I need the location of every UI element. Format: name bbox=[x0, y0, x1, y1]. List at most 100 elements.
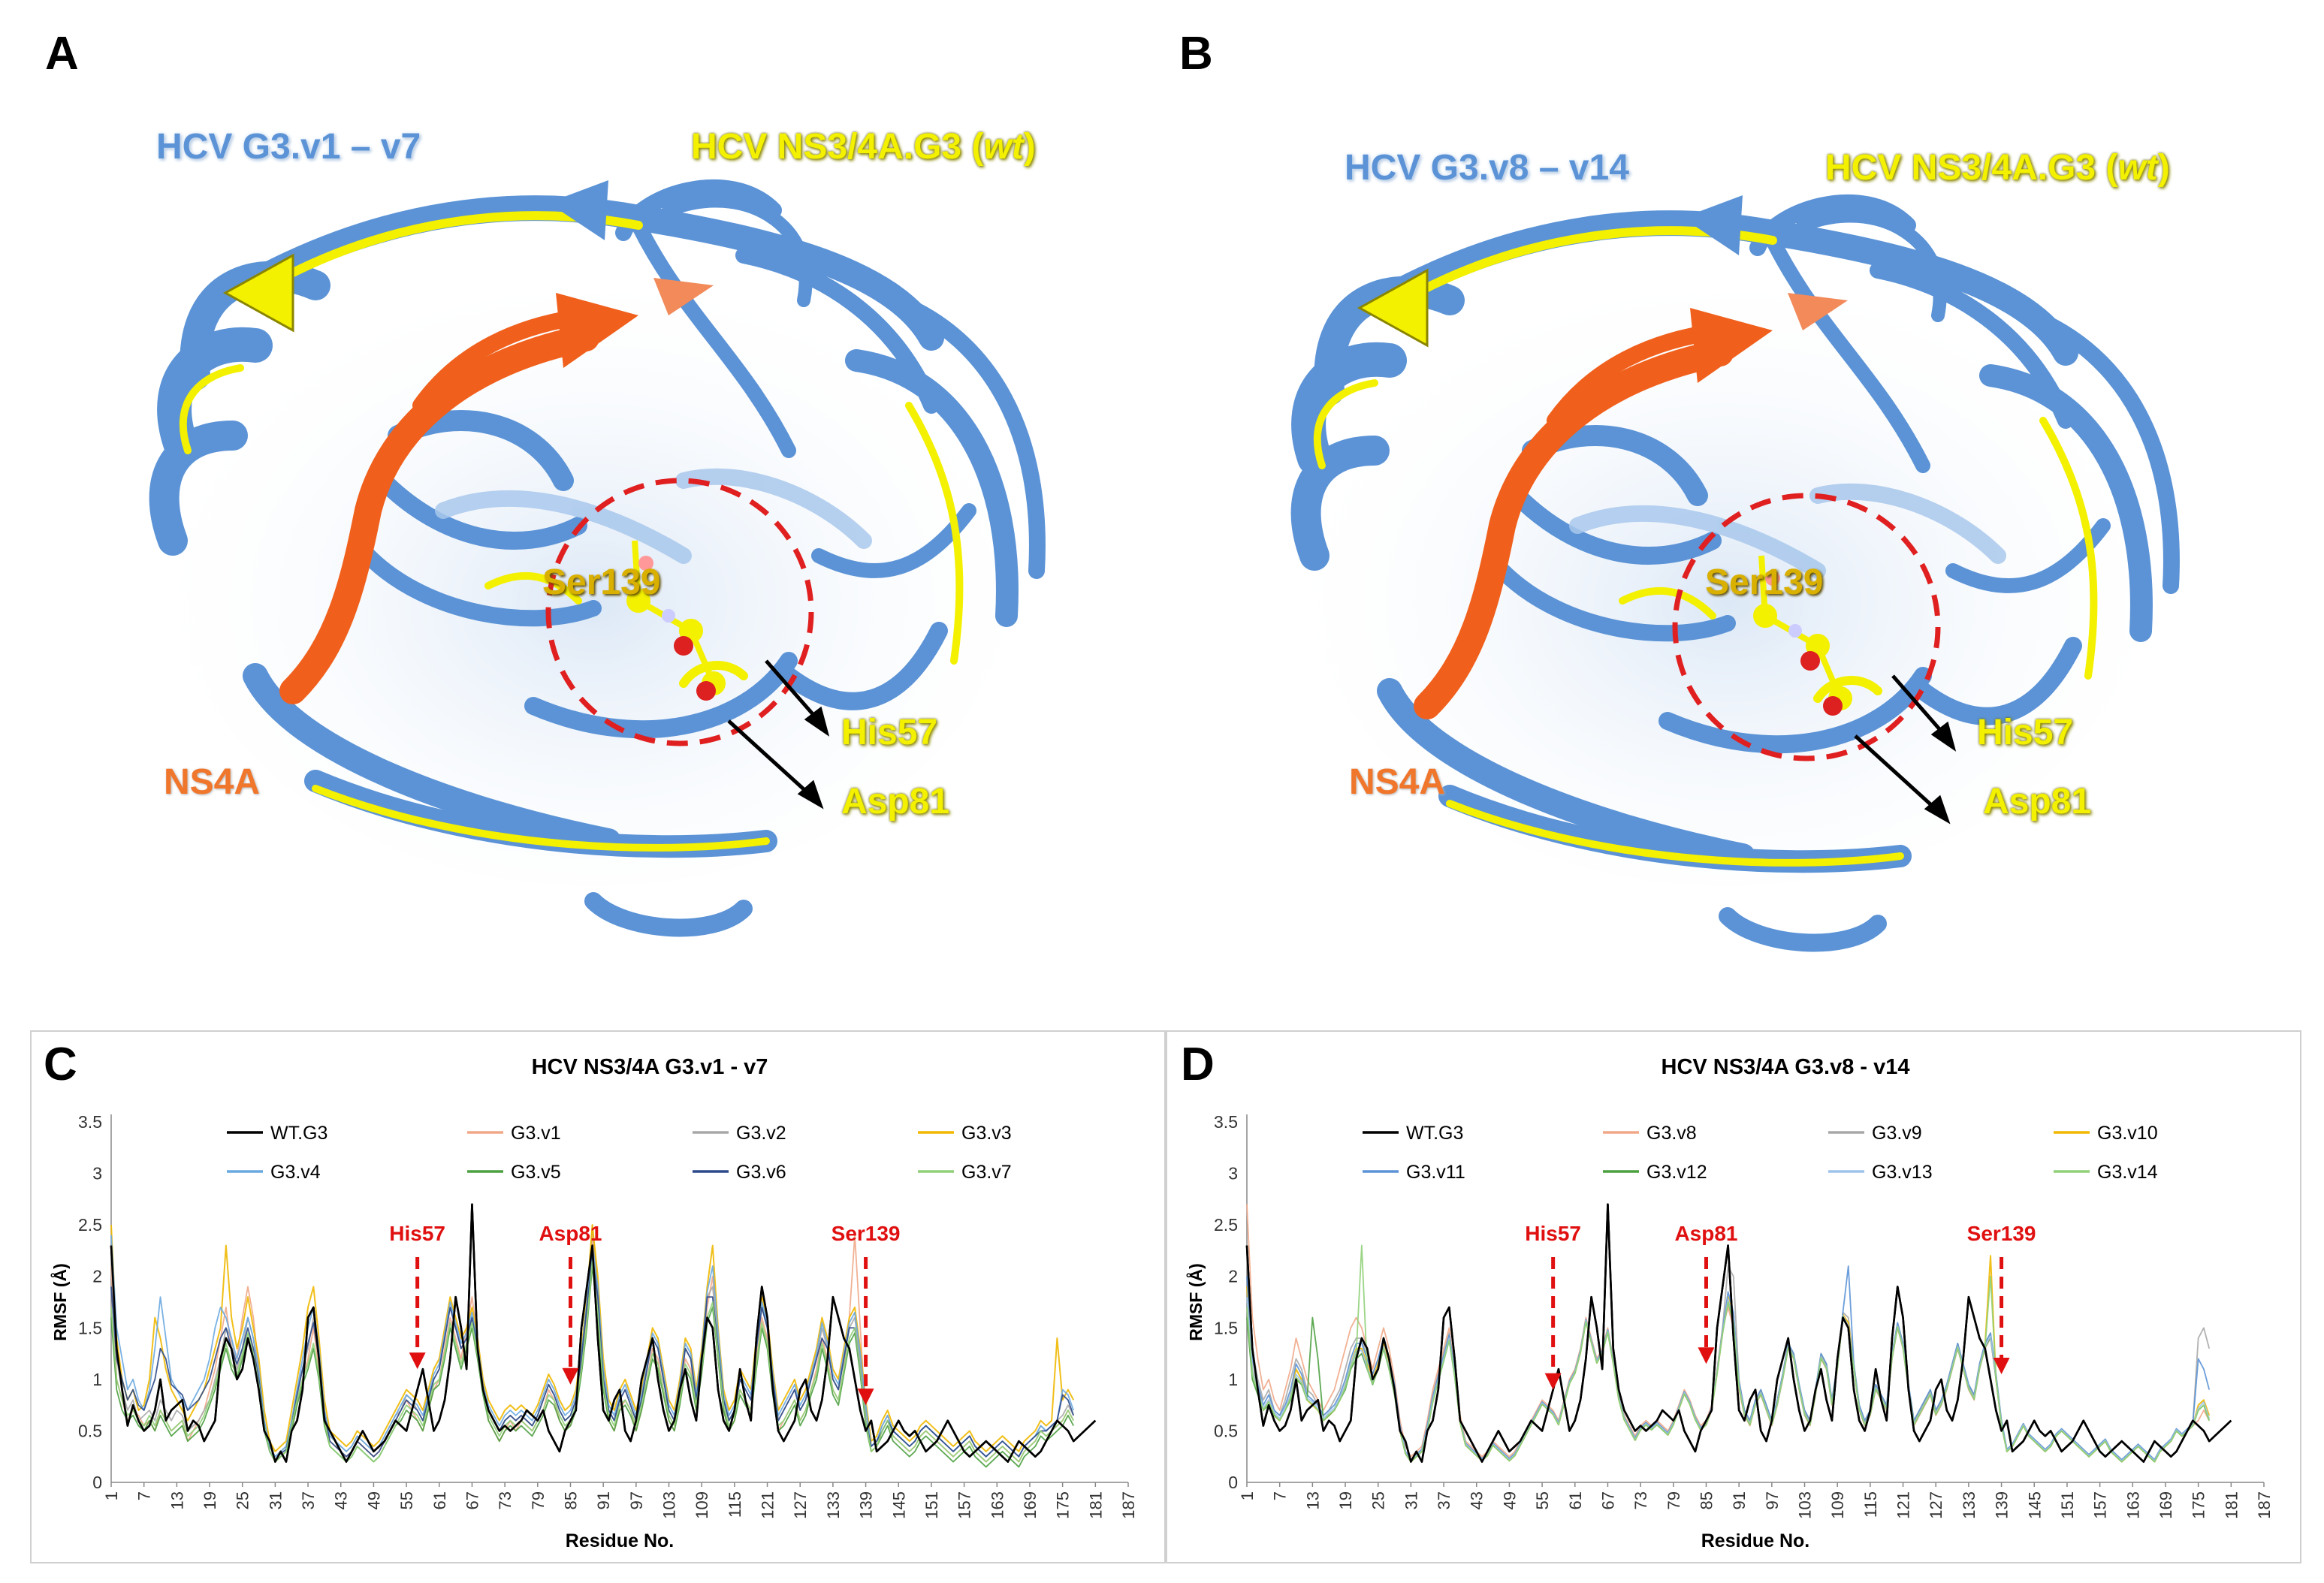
x-tick-label: 37 bbox=[1435, 1491, 1453, 1509]
annotation-label: His57 bbox=[1525, 1222, 1581, 1245]
x-tick-label: 163 bbox=[2123, 1491, 2142, 1519]
active-site-circle-a bbox=[545, 478, 814, 746]
x-tick-label: 31 bbox=[1402, 1491, 1420, 1509]
x-tick-label: 115 bbox=[726, 1491, 744, 1518]
x-tick-label: 25 bbox=[1369, 1491, 1388, 1509]
y-tick-label: 2.5 bbox=[1214, 1215, 1238, 1235]
series-line-g3-v6 bbox=[110, 1255, 1075, 1461]
x-tick-label: 91 bbox=[1730, 1491, 1749, 1509]
x-tick-label: 151 bbox=[2058, 1491, 2077, 1519]
panel-letter-a: A bbox=[45, 28, 79, 80]
y-tick-label: 1.5 bbox=[1214, 1318, 1238, 1337]
legend-label: WT.G3 bbox=[1406, 1123, 1463, 1144]
x-tick-label: 67 bbox=[1598, 1491, 1617, 1509]
legend-label: G3.v14 bbox=[2097, 1162, 2158, 1183]
his57-label-a: His57 bbox=[841, 713, 938, 752]
x-tick-label: 145 bbox=[889, 1491, 908, 1519]
x-tick-label: 85 bbox=[561, 1491, 580, 1509]
structure-b-image bbox=[1290, 194, 2180, 952]
legend-label: G3.v3 bbox=[961, 1123, 1012, 1144]
x-tick-label: 73 bbox=[1631, 1491, 1650, 1509]
x-tick-label: 181 bbox=[2222, 1491, 2241, 1519]
x-tick-label: 163 bbox=[988, 1491, 1007, 1519]
x-tick-label: 103 bbox=[660, 1491, 679, 1519]
x-tick-label: 97 bbox=[627, 1491, 646, 1509]
y-tick-label: 2.5 bbox=[78, 1215, 102, 1235]
y-tick-label: 0.5 bbox=[78, 1421, 102, 1440]
active-site-circle-b bbox=[1672, 493, 1941, 761]
annotation-label: Ser139 bbox=[832, 1222, 901, 1245]
x-tick-label: 181 bbox=[1086, 1491, 1105, 1519]
series-line-wt-g3 bbox=[110, 1203, 1097, 1463]
annotation-arrow-head bbox=[562, 1367, 579, 1385]
x-tick-label: 49 bbox=[1500, 1491, 1519, 1509]
x-tick-label: 79 bbox=[529, 1491, 548, 1509]
series-line-wt-g3 bbox=[1245, 1203, 2232, 1463]
y-tick-label: 3.5 bbox=[78, 1112, 102, 1132]
annotation-arrow-head bbox=[1993, 1358, 2010, 1374]
x-tick-label: 55 bbox=[1533, 1491, 1552, 1509]
x-tick-label: 175 bbox=[1054, 1491, 1073, 1519]
series-line-g3-v14 bbox=[1246, 1244, 2211, 1463]
legend-label: G3.v4 bbox=[270, 1162, 321, 1183]
x-tick-label: 151 bbox=[922, 1491, 941, 1519]
x-tick-label: 157 bbox=[955, 1491, 974, 1519]
y-tick-label: 0.5 bbox=[1214, 1421, 1238, 1440]
x-tick-label: 121 bbox=[759, 1491, 777, 1519]
x-tick-label: 139 bbox=[857, 1491, 876, 1519]
y-tick-label: 1.5 bbox=[78, 1318, 102, 1337]
x-tick-label: 127 bbox=[791, 1491, 810, 1519]
y-tick-label: 3.5 bbox=[1214, 1112, 1238, 1132]
x-tick-label: 37 bbox=[299, 1491, 318, 1509]
annotation-label: Asp81 bbox=[539, 1222, 602, 1245]
x-tick-label: 1 bbox=[1238, 1491, 1257, 1500]
x-tick-label: 127 bbox=[1927, 1491, 1945, 1519]
y-axis-label: RMSF (Å) bbox=[50, 1263, 70, 1340]
y-tick-label: 3 bbox=[92, 1164, 102, 1183]
y-tick-label: 2 bbox=[1228, 1267, 1238, 1286]
chart-title: HCV NS3/4A G3.v1 - v7 bbox=[532, 1055, 768, 1079]
panel-letter-d: D bbox=[1181, 1039, 1215, 1090]
y-tick-label: 3 bbox=[1228, 1164, 1238, 1183]
x-tick-label: 109 bbox=[1828, 1491, 1847, 1519]
asp81-label-b: Asp81 bbox=[1983, 782, 2092, 822]
variants-label-a: HCV G3.v1 – v7 bbox=[156, 127, 421, 167]
x-tick-label: 169 bbox=[1021, 1491, 1040, 1519]
x-tick-label: 85 bbox=[1697, 1491, 1716, 1509]
x-tick-label: 103 bbox=[1796, 1491, 1815, 1519]
x-tick-label: 7 bbox=[1271, 1491, 1290, 1500]
x-tick-label: 43 bbox=[1468, 1491, 1486, 1509]
legend-label: G3.v8 bbox=[1646, 1123, 1697, 1144]
ns4a-label-b: NS4A bbox=[1349, 762, 1446, 802]
annotation-label: His57 bbox=[389, 1222, 445, 1245]
x-tick-label: 1 bbox=[102, 1491, 121, 1500]
x-tick-label: 133 bbox=[824, 1491, 843, 1519]
x-tick-label: 61 bbox=[1566, 1491, 1585, 1509]
x-tick-label: 13 bbox=[168, 1491, 186, 1509]
x-tick-label: 7 bbox=[135, 1491, 154, 1500]
x-tick-label: 169 bbox=[2156, 1491, 2175, 1519]
x-tick-label: 43 bbox=[332, 1491, 351, 1509]
legend-label: G3.v12 bbox=[1646, 1162, 1707, 1183]
series-line-wt-top bbox=[1245, 1203, 2232, 1463]
annotation-arrow-head bbox=[857, 1389, 874, 1406]
x-tick-label: 25 bbox=[234, 1491, 252, 1509]
ser139-label-b: Ser139 bbox=[1705, 562, 1824, 602]
x-tick-label: 61 bbox=[430, 1491, 449, 1509]
x-tick-label: 145 bbox=[2025, 1491, 2044, 1519]
legend-label: G3.v2 bbox=[736, 1123, 786, 1144]
legend-label: G3.v13 bbox=[1872, 1162, 1933, 1183]
chart-title: HCV NS3/4A G3.v8 - v14 bbox=[1662, 1055, 1910, 1079]
legend-label: G3.v10 bbox=[2097, 1123, 2158, 1144]
asp81-label-a: Asp81 bbox=[841, 782, 950, 822]
y-tick-label: 1 bbox=[92, 1370, 102, 1389]
x-axis-label: Residue No. bbox=[566, 1530, 674, 1551]
x-tick-label: 115 bbox=[1861, 1491, 1880, 1518]
x-tick-label: 49 bbox=[364, 1491, 383, 1509]
x-tick-label: 187 bbox=[1119, 1491, 1138, 1519]
x-tick-label: 97 bbox=[1763, 1491, 1782, 1509]
annotation-label: Asp81 bbox=[1674, 1222, 1737, 1245]
legend-label: G3.v6 bbox=[736, 1162, 786, 1183]
y-tick-label: 1 bbox=[1228, 1370, 1238, 1389]
rmsf-chart-c: HCV NS3/4A G3.v1 - v7 0 0.5 1 1.5 2 2.5 3 3.5 1 7 1… bbox=[50, 1055, 1138, 1551]
